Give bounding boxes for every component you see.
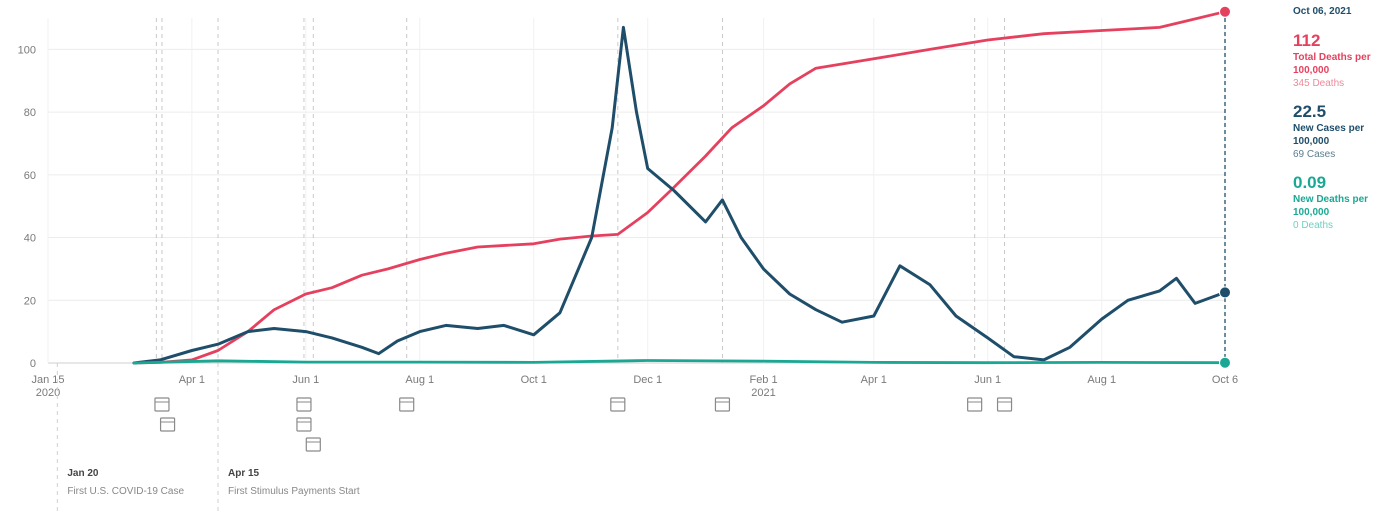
panel-date: Oct 06, 2021 (1293, 6, 1352, 17)
series-line-new-cases (132, 25, 1227, 365)
event-marker-icon[interactable] (610, 397, 626, 412)
x-tick-label: Dec 1 (633, 374, 662, 386)
new-cases-sub: 69 Cases (1293, 149, 1336, 160)
x-tick-label: Apr 1 (179, 374, 205, 386)
series-end-point[interactable] (1219, 286, 1231, 299)
x-tick-sublabel: 2021 (751, 387, 775, 399)
x-tick-label: Aug 1 (405, 374, 434, 386)
new-deaths-value: 0.09 (1293, 173, 1327, 192)
new-cases-value: 22.5 (1293, 102, 1327, 121)
event-marker-icon[interactable] (305, 437, 321, 452)
event-marker-icon[interactable] (399, 397, 415, 412)
series-line-total-deaths (132, 10, 1227, 365)
annotation-text: First U.S. COVID-19 Case (67, 486, 184, 497)
x-tick-label: Oct 6 (1212, 374, 1238, 386)
total-deaths-value: 112 (1293, 31, 1321, 50)
event-lines (155, 18, 1226, 363)
x-tick-label: Apr 1 (861, 374, 887, 386)
new-deaths-label: New Deaths per 100,000 (1293, 194, 1369, 218)
y-tick-label: 80 (24, 107, 36, 119)
x-tick-label: Feb 1 (749, 374, 777, 386)
annotation-date: Apr 15 (228, 468, 260, 479)
y-tick-label: 60 (24, 170, 36, 182)
event-marker-icon[interactable] (714, 397, 731, 412)
series-end-point[interactable] (1219, 5, 1231, 18)
y-tick-label: 0 (30, 358, 36, 370)
new-deaths-stat: 0.09 New Deaths per 100,000 0 Deaths (1293, 173, 1387, 232)
x-tick-label: Jun 1 (292, 374, 319, 386)
event-marker-icon[interactable] (159, 417, 176, 432)
series-line-new-deaths (132, 359, 1227, 365)
new-deaths-sub: 0 Deaths (1293, 220, 1334, 231)
new-cases-stat: 22.5 New Cases per 100,000 69 Cases (1293, 102, 1387, 161)
event-marker-icon[interactable] (296, 417, 312, 432)
y-tick-label: 100 (18, 44, 36, 56)
series-end-point[interactable] (1219, 356, 1231, 369)
event-markers (154, 397, 1013, 452)
annotation-text: First Stimulus Payments Start (228, 486, 360, 497)
x-tick-label: Jan 15 (31, 374, 64, 386)
annotation-date: Jan 20 (67, 468, 99, 479)
x-tick-label: Jun 1 (974, 374, 1001, 386)
x-tick-sublabel: 2020 (36, 387, 60, 399)
x-tick-label: Oct 1 (521, 374, 547, 386)
total-deaths-sub: 345 Deaths (1293, 78, 1345, 89)
event-marker-icon[interactable] (296, 397, 312, 412)
event-marker-icon[interactable] (967, 397, 983, 412)
grid (47, 18, 1226, 364)
annotations: Jan 20 First U.S. COVID-19 Case Apr 15 Firs… (56, 363, 360, 512)
series-lines (132, 5, 1231, 369)
new-cases-label: New Cases per 100,000 (1293, 123, 1365, 147)
x-tick-label: Aug 1 (1087, 374, 1116, 386)
y-tick-label: 20 (24, 295, 36, 307)
total-deaths-stat: 112 Total Deaths per 100,000 345 Deaths (1293, 31, 1387, 90)
event-marker-icon[interactable] (996, 397, 1013, 412)
y-tick-label: 40 (24, 233, 36, 245)
total-deaths-label: Total Deaths per 100,000 (1293, 52, 1371, 76)
event-marker-icon[interactable] (154, 397, 170, 412)
hover-summary-panel: Oct 06, 2021 112 Total Deaths per 100,00… (1293, 6, 1387, 244)
